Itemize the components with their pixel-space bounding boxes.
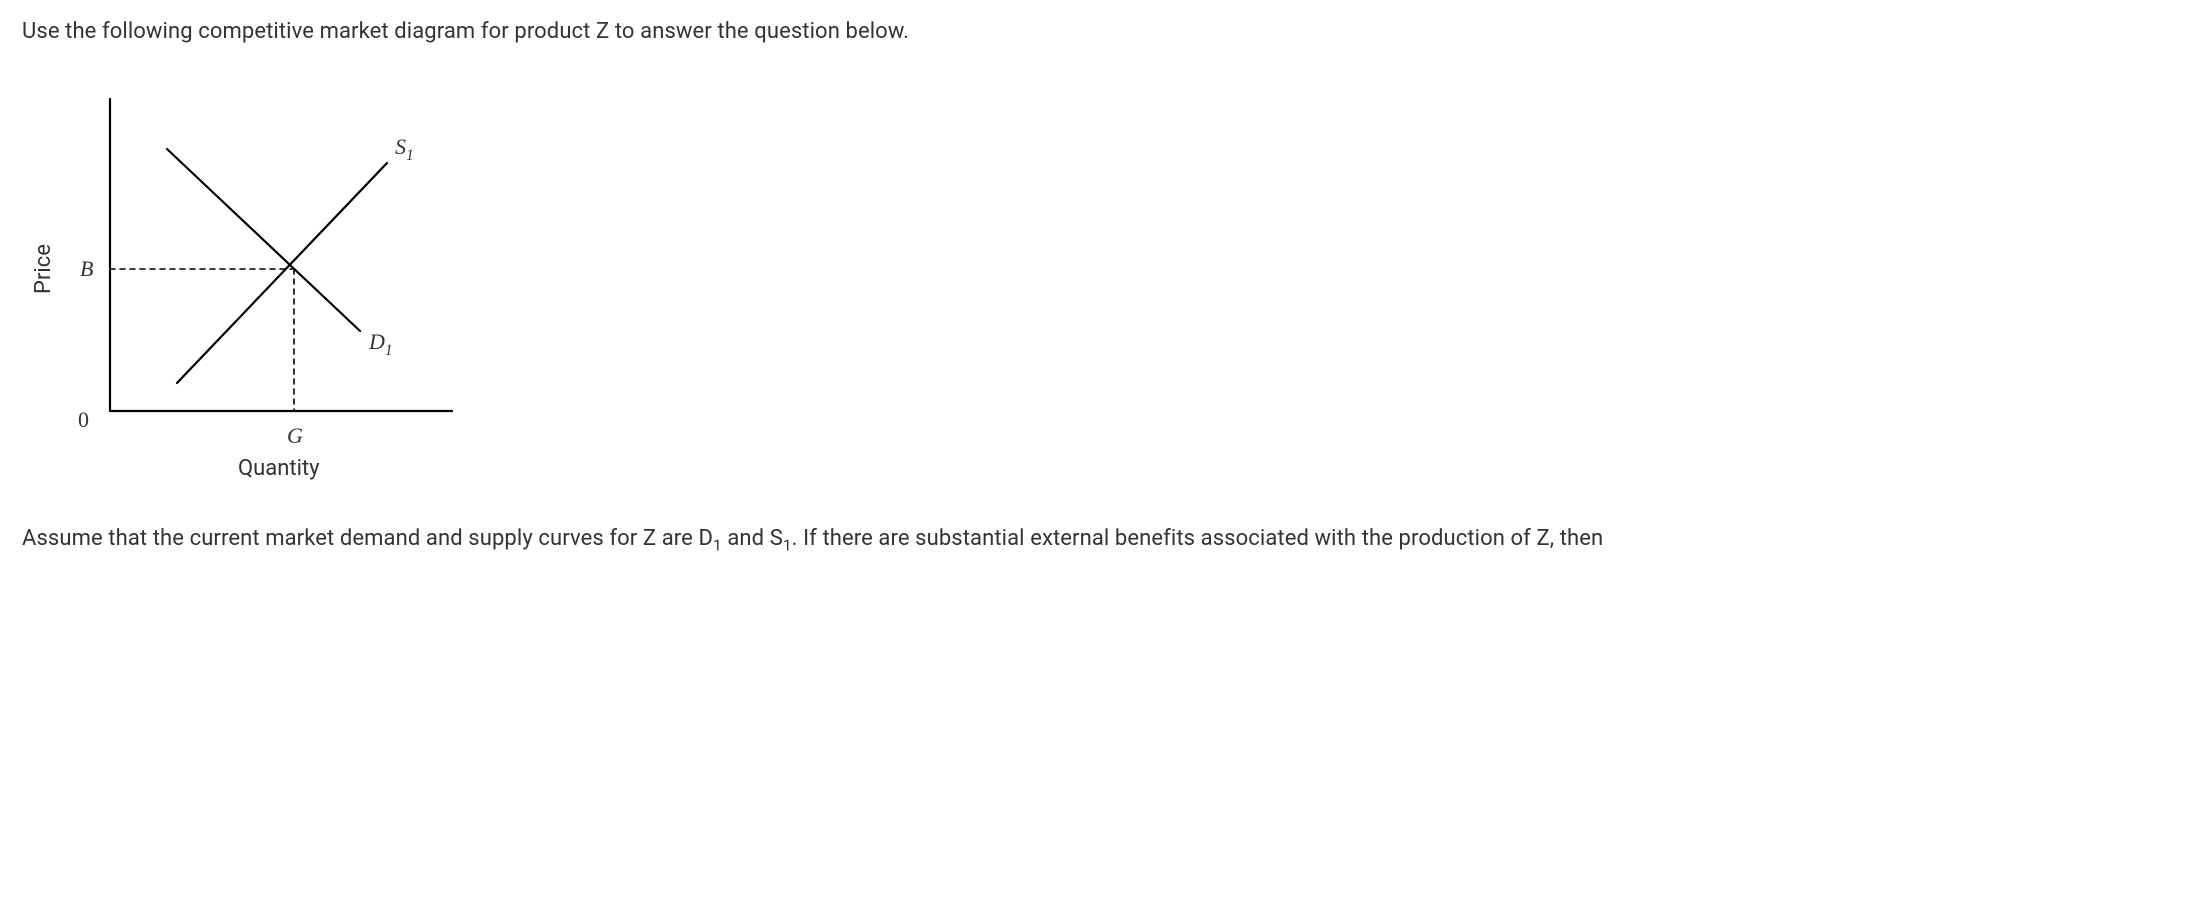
intro-text: Use the following competitive market dia…: [22, 14, 2184, 49]
svg-text:Quantity: Quantity: [238, 456, 320, 481]
supply-demand-chart: S1 D1 B G 0 Price Quantity: [22, 69, 462, 489]
question-sub-2: 1: [783, 537, 792, 555]
question-sub-1: 1: [713, 537, 722, 555]
market-diagram: S1 D1 B G 0 Price Quantity: [22, 69, 2184, 493]
question-part-3: . If there are substantial external bene…: [792, 526, 1604, 551]
svg-text:0: 0: [78, 407, 89, 432]
question-text: Assume that the current market demand an…: [22, 521, 2184, 558]
question-part-1: Assume that the current market demand an…: [22, 526, 713, 551]
svg-text:Price: Price: [31, 244, 56, 294]
svg-text:B: B: [80, 256, 93, 281]
question-part-2: and S: [722, 526, 783, 551]
svg-text:D1: D1: [368, 329, 393, 359]
svg-text:S1: S1: [395, 134, 414, 164]
svg-text:G: G: [287, 423, 303, 448]
